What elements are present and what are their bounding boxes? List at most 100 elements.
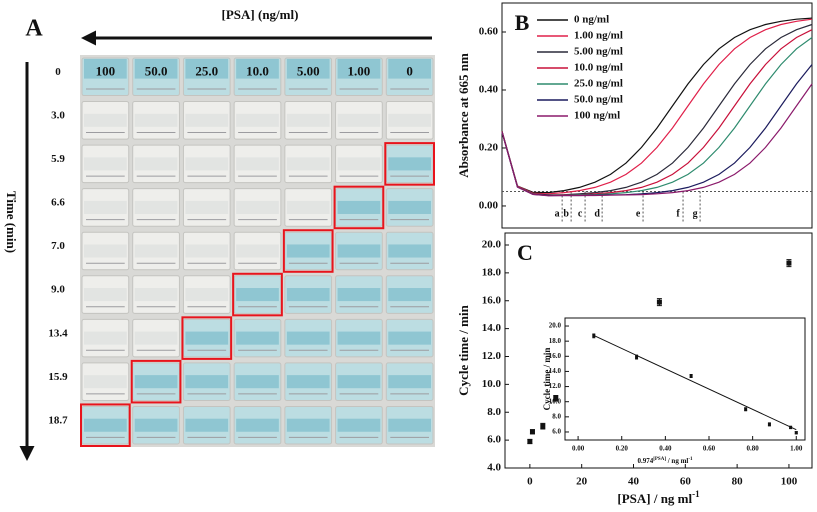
well-liquid — [84, 200, 127, 214]
well-liquid — [134, 244, 178, 258]
data-point — [529, 429, 535, 435]
x-axis-label-superscript: -1 — [692, 489, 700, 499]
y-tick-label: 14.0 — [482, 322, 502, 334]
y-tick-label: 6.0 — [487, 434, 501, 446]
y-tick-label: 4.0 — [487, 462, 501, 474]
row-label: 13.4 — [48, 327, 68, 339]
well-liquid — [286, 375, 330, 389]
y-tick-label: 16.0 — [549, 352, 562, 360]
well-liquid — [337, 288, 381, 302]
highlight-box — [232, 272, 283, 317]
data-point — [540, 423, 546, 429]
well-liquid — [134, 59, 178, 79]
well-liquid — [286, 244, 330, 258]
data-point — [592, 334, 596, 338]
well-liquid — [388, 418, 431, 432]
well-liquid — [185, 157, 229, 171]
well-liquid — [134, 418, 178, 432]
y-tick-label: 14.0 — [549, 367, 562, 375]
y-tick-label: 10.0 — [549, 397, 562, 405]
y-tick-label: 0.60 — [479, 26, 499, 38]
well-liquid — [236, 288, 279, 302]
well-liquid — [388, 244, 431, 258]
series-line — [501, 18, 813, 195]
well-liquid — [337, 244, 381, 258]
well-liquid — [388, 288, 431, 302]
x-tick-label: 1.00 — [790, 445, 803, 453]
plot-frame — [564, 317, 806, 441]
well-liquid — [337, 200, 381, 214]
row-label: 6.6 — [51, 197, 65, 209]
well-liquid — [185, 331, 229, 345]
legend-label: 10.0 ng/ml — [574, 62, 623, 74]
legend-label: 50.0 ng/ml — [574, 94, 623, 106]
marker-label: c — [578, 208, 583, 219]
well-liquid — [236, 200, 279, 214]
series-line — [501, 83, 813, 197]
well-liquid — [286, 59, 330, 79]
well-liquid — [236, 244, 279, 258]
y-tick-label: 8.0 — [487, 406, 501, 418]
y-axis-label: Cycle time / min — [456, 304, 471, 395]
well-liquid — [236, 59, 279, 79]
marker-label: a — [555, 208, 560, 219]
data-point — [656, 299, 662, 305]
well-liquid — [337, 59, 381, 79]
well-liquid — [337, 157, 381, 171]
panel-label: C — [517, 240, 533, 265]
data-point — [527, 439, 533, 445]
data-point — [744, 407, 748, 411]
x-axis-label: 0.974[PSA] / ng ml-1 — [637, 457, 693, 465]
well-liquid — [236, 375, 279, 389]
highlight-box — [282, 229, 334, 273]
well-liquid — [286, 331, 330, 345]
well-liquid — [388, 113, 431, 127]
column-label: 100 — [96, 63, 116, 78]
well-liquid — [236, 113, 279, 127]
well-liquid — [84, 157, 127, 171]
x-axis-label-text: / ng ml — [666, 457, 688, 465]
x-tick-label: 100 — [781, 476, 798, 488]
well-liquid — [185, 59, 229, 79]
well-liquid — [185, 113, 229, 127]
well-liquid — [337, 418, 381, 432]
data-point — [689, 374, 693, 378]
column-label: 10.0 — [246, 63, 269, 78]
row-label: 7.0 — [51, 240, 65, 252]
x-tick-label: 20 — [576, 476, 588, 488]
y-tick-label: 6.0 — [552, 428, 561, 436]
well-liquid — [337, 331, 381, 345]
legend-label: 25.0 ng/ml — [574, 78, 623, 90]
highlight-box — [181, 316, 233, 360]
well-liquid — [185, 375, 229, 389]
row-label: 9.0 — [51, 284, 65, 296]
y-axis-label: Cycle time / min — [542, 348, 552, 411]
y-tick-label: 18.0 — [549, 337, 562, 345]
well-liquid — [185, 200, 229, 214]
row-label: 3.0 — [51, 110, 65, 122]
y-tick-label: 18.0 — [482, 266, 502, 278]
panel-label: A — [25, 16, 43, 42]
well-liquid — [388, 157, 431, 171]
well-liquid — [84, 113, 127, 127]
well-liquid — [286, 157, 330, 171]
data-point — [635, 355, 639, 359]
data-point — [767, 422, 771, 426]
series-line — [501, 23, 813, 196]
marker-label: f — [676, 208, 680, 219]
x-tick-label: 0.40 — [659, 445, 672, 453]
well-liquid — [236, 331, 279, 345]
well-liquid — [84, 59, 127, 79]
plot-frame — [504, 232, 813, 469]
legend-label: 0 ng/ml — [574, 14, 609, 26]
well-liquid — [236, 157, 279, 171]
column-label: 0 — [406, 63, 413, 78]
x-tick-label: 0 — [527, 476, 533, 488]
marker-label: e — [636, 208, 641, 219]
y-axis-label: Absorbance at 665 nm — [456, 53, 471, 178]
well-liquid — [185, 244, 229, 258]
series-line — [501, 17, 813, 194]
well-liquid — [388, 59, 431, 79]
well-liquid — [185, 288, 229, 302]
